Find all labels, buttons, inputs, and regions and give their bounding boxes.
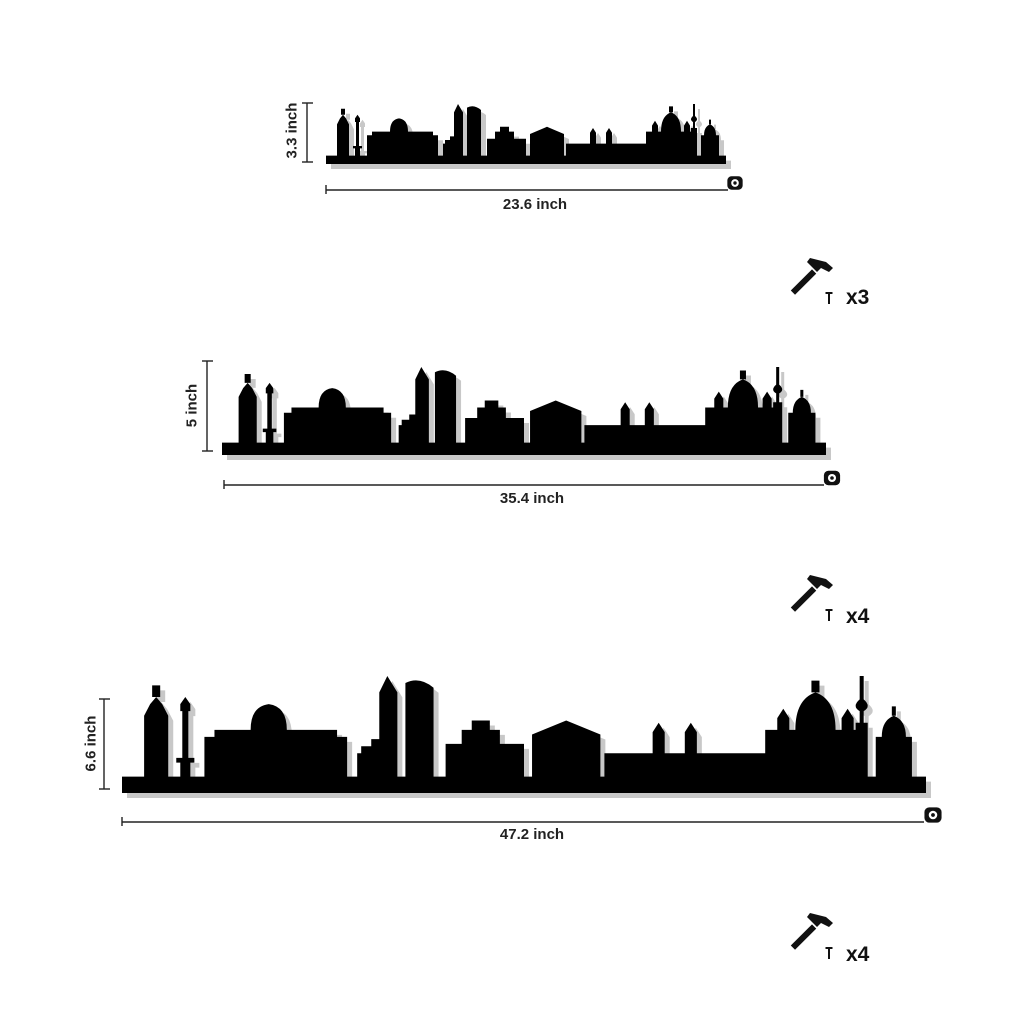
skyline-silhouette	[222, 367, 831, 460]
skyline-silhouette	[326, 104, 731, 169]
skyline-shape	[222, 367, 826, 455]
skyline-silhouette	[122, 676, 931, 798]
skyline-shape	[326, 104, 726, 164]
skyline-shape	[122, 676, 926, 793]
